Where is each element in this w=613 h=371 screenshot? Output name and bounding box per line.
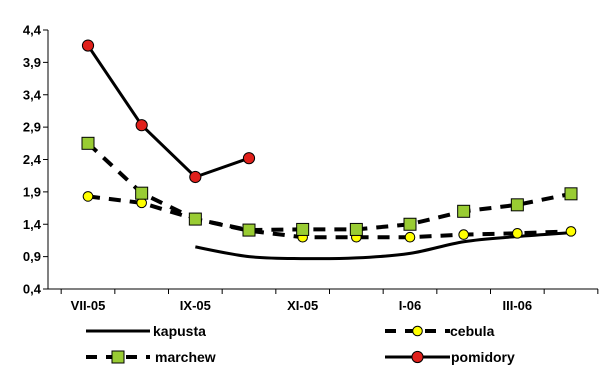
marchew-point xyxy=(242,223,256,237)
cebula-point xyxy=(458,229,469,240)
legend-label: kapusta xyxy=(153,323,206,339)
y-tick-label: 0,4 xyxy=(23,282,42,297)
cebula-point xyxy=(512,228,523,239)
pomidory-line xyxy=(86,44,250,179)
y-tick-label: 1,4 xyxy=(23,217,42,232)
x-tick-label: IX-05 xyxy=(180,298,211,313)
x-tick-label: VII-05 xyxy=(71,298,106,313)
marchew-point xyxy=(457,204,471,218)
legend-item-marchew: marchew xyxy=(86,349,216,365)
y-tick-label: 4,4 xyxy=(23,23,42,38)
pomidory-point xyxy=(189,170,202,184)
series-kapusta xyxy=(195,231,572,261)
marchew-point xyxy=(349,222,363,236)
pomidory-point xyxy=(81,39,95,52)
x-tick-label: I-06 xyxy=(399,298,421,313)
marchew-point xyxy=(135,186,149,200)
cebula-legend-marker xyxy=(412,325,423,337)
legend-label: marchew xyxy=(155,349,216,365)
y-tick-label: 2,9 xyxy=(23,120,41,135)
y-tick-label: 0,9 xyxy=(23,249,41,264)
legend-label: cebula xyxy=(450,323,495,339)
marchew-point xyxy=(564,187,578,201)
pomidory-point xyxy=(135,119,148,132)
marchew-line xyxy=(86,141,572,233)
legend-item-cebula: cebula xyxy=(385,323,495,339)
marchew-point xyxy=(403,217,417,231)
marchew-point xyxy=(296,222,310,236)
legend-label: pomidory xyxy=(451,349,515,365)
kapusta-line xyxy=(195,231,572,261)
legend-item-pomidory: pomidory xyxy=(385,349,515,365)
legend: kapusta cebula marchew pomidory xyxy=(86,323,515,365)
cebula-line xyxy=(87,194,572,240)
x-tick-label: XI-05 xyxy=(287,298,318,313)
y-tick-label: 2,4 xyxy=(23,152,42,167)
y-tick-label: 3,9 xyxy=(23,55,41,70)
x-tick-label: III-06 xyxy=(503,298,533,313)
y-tick-label: 3,4 xyxy=(23,87,42,102)
marchew-legend-marker xyxy=(111,350,125,364)
series-layer xyxy=(81,39,578,261)
cebula-point xyxy=(565,226,577,237)
legend-item-kapusta: kapusta xyxy=(86,323,206,339)
pomidory-legend-marker xyxy=(411,350,424,364)
marchew-point xyxy=(81,136,95,150)
cebula-point xyxy=(404,231,416,243)
cebula-point xyxy=(82,191,94,202)
y-axis: 0,4 0,9 1,4 1,9 2,4 2,9 3,4 3,9 4,4 xyxy=(23,23,49,297)
pomidory-point xyxy=(242,152,256,165)
y-tick-label: 1,9 xyxy=(23,184,41,199)
series-marchew xyxy=(81,136,578,237)
marchew-point xyxy=(188,212,202,226)
marchew-point xyxy=(510,198,524,212)
x-axis: VII-05 IX-05 XI-05 I-06 III-06 xyxy=(48,288,599,313)
series-pomidory xyxy=(81,39,256,184)
